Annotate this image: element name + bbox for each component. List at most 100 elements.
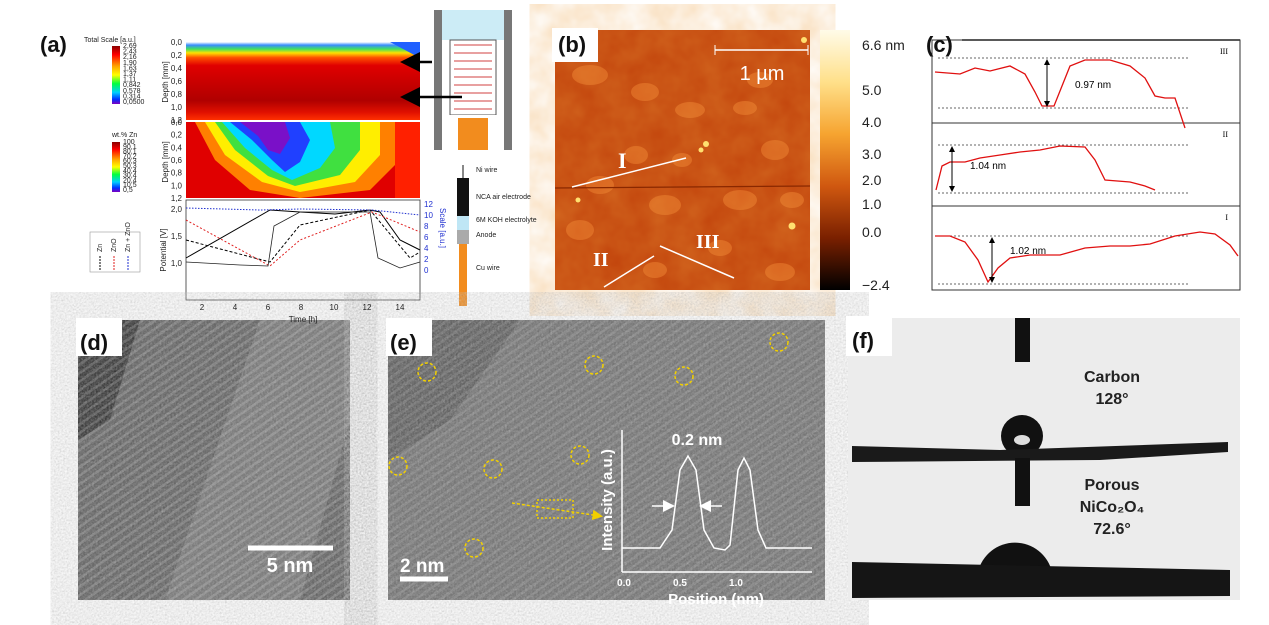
label-bg: [552, 28, 598, 62]
y-tick-label: 10: [424, 211, 433, 220]
panel-a: [89, 10, 512, 306]
colorbar-tick-label: 1,63: [123, 65, 137, 72]
y-tick-label: 1,2: [171, 194, 183, 203]
colorbar: [112, 46, 120, 104]
label-bg: [386, 318, 432, 356]
line-label: I: [618, 148, 627, 173]
y-tick-label: 0,8: [171, 169, 183, 178]
y-tick-label: 2,0: [171, 205, 183, 214]
cell-schematic-part: [457, 230, 469, 244]
schematic-label: NCA air electrode: [476, 194, 531, 201]
colorbar-tick-label: 5.0: [862, 82, 882, 98]
panel-e: [388, 320, 825, 600]
heatmap-part: [395, 122, 420, 198]
colorbar-tick-label: 40,4: [123, 168, 137, 175]
panel-label: (a): [40, 32, 67, 57]
y-tick-label: 1,0: [171, 259, 183, 268]
line-label: III: [696, 231, 720, 253]
afm-particles-part: [698, 147, 704, 153]
legend-label: ZnO: [111, 238, 118, 252]
colorbar-tick-label: 100: [123, 139, 135, 146]
atom-markers-part: [417, 362, 437, 382]
panel-d: [78, 320, 350, 600]
annotation: 0.2 nm: [672, 432, 723, 449]
y-tick-label: 1,0: [171, 103, 183, 112]
droplet: [978, 542, 1052, 572]
x-tick-label: 14: [396, 303, 405, 312]
panel-label: (e): [390, 330, 417, 355]
y-tick-label: 0,0: [171, 38, 183, 47]
y-tick-label: 0,2: [171, 51, 183, 60]
panel-c-part: [931, 39, 1241, 291]
colorbar-tick-label: 0.0: [862, 224, 882, 240]
panel-c-part: [935, 231, 1239, 284]
atom-markers-part: [674, 366, 694, 386]
y-tick-label: 2: [424, 255, 429, 264]
axis-title: Intensity (a.u.): [599, 449, 616, 551]
axis-title: Depth [mm]: [161, 61, 170, 102]
afm-particles-part: [788, 222, 796, 230]
colorbar-tick-label: 50,3: [123, 163, 137, 170]
x-tick-label: 0.0: [617, 578, 631, 589]
atom-markers-part: [483, 459, 503, 479]
colorbar: [820, 30, 850, 290]
panel-label: (f): [852, 328, 874, 353]
stem-texture: [388, 320, 825, 600]
inset-plot: [621, 430, 812, 573]
colorbar-tick-label: 4.0: [862, 114, 882, 130]
panel-c-part: [949, 59, 1050, 283]
atom-markers-part: [769, 332, 789, 352]
schematic-label: Ni wire: [476, 167, 497, 174]
axis-title: Depth [mm]: [161, 141, 170, 182]
axis-title: Position (nm): [668, 591, 764, 608]
schematic-part: [458, 118, 488, 150]
schematic-part: [434, 10, 512, 40]
colorbar-tick-label: 0,5: [123, 187, 133, 194]
x-tick-label: 10: [330, 303, 339, 312]
y-tick-label: 0,2: [171, 131, 183, 140]
profile-label: III: [1220, 47, 1228, 56]
colorbar-tick-label: 0,0500: [123, 99, 145, 106]
y-tick-label: 4: [424, 244, 429, 253]
label: Porous: [1084, 477, 1139, 494]
atom-markers-part: [388, 456, 408, 476]
legend-label: Zn + ZnO: [125, 222, 132, 252]
y-tick-label: 0,4: [171, 143, 183, 152]
selection-box: [536, 499, 574, 519]
label: NiCo₂O₄: [1080, 499, 1145, 516]
schematic-label: 6M KOH electrolyte: [476, 217, 537, 224]
y-tick-label: 0,0: [171, 118, 183, 127]
y-tick-label: 0,6: [171, 77, 183, 86]
afm-particles-part: [801, 37, 807, 43]
colorbar-tick-label: 1,11: [123, 77, 136, 84]
colorbar-tick-label: 70,2: [123, 153, 137, 160]
electrode-lines: [454, 44, 492, 110]
cell-schematic: [457, 165, 469, 306]
y-tick-label: 0: [424, 266, 429, 275]
x-tick-label: 1.0: [729, 578, 743, 589]
colorbar-tick-label: 0,578: [123, 88, 141, 95]
schematic-label: Anode: [476, 232, 496, 239]
label: 128°: [1095, 391, 1128, 408]
y-tick-label: 6: [424, 233, 429, 242]
heatmap: [186, 122, 420, 198]
label: 72.6°: [1093, 521, 1131, 538]
colorbar-title: Total Scale [a.u.]: [84, 37, 136, 44]
label: Carbon: [1084, 369, 1140, 386]
x-tick-label: 12: [363, 303, 372, 312]
curve: [185, 209, 421, 263]
legend-box: [89, 231, 141, 273]
colorbar-tick-label: 10,5: [123, 182, 137, 189]
axis-title: Scale [a.u.]: [438, 208, 447, 248]
afm-particles-part: [703, 141, 709, 147]
stem-texture: [78, 320, 350, 600]
afm-step: [554, 185, 811, 189]
line-label: II: [593, 249, 609, 271]
profile-label: II: [1223, 130, 1229, 139]
colorbar-tick-label: 2.0: [862, 172, 882, 188]
schematic-part: [434, 10, 442, 150]
colorbar-tick-label: 1.0: [862, 196, 882, 212]
panel-c: [931, 39, 1241, 291]
panel-label: (c): [926, 32, 953, 57]
